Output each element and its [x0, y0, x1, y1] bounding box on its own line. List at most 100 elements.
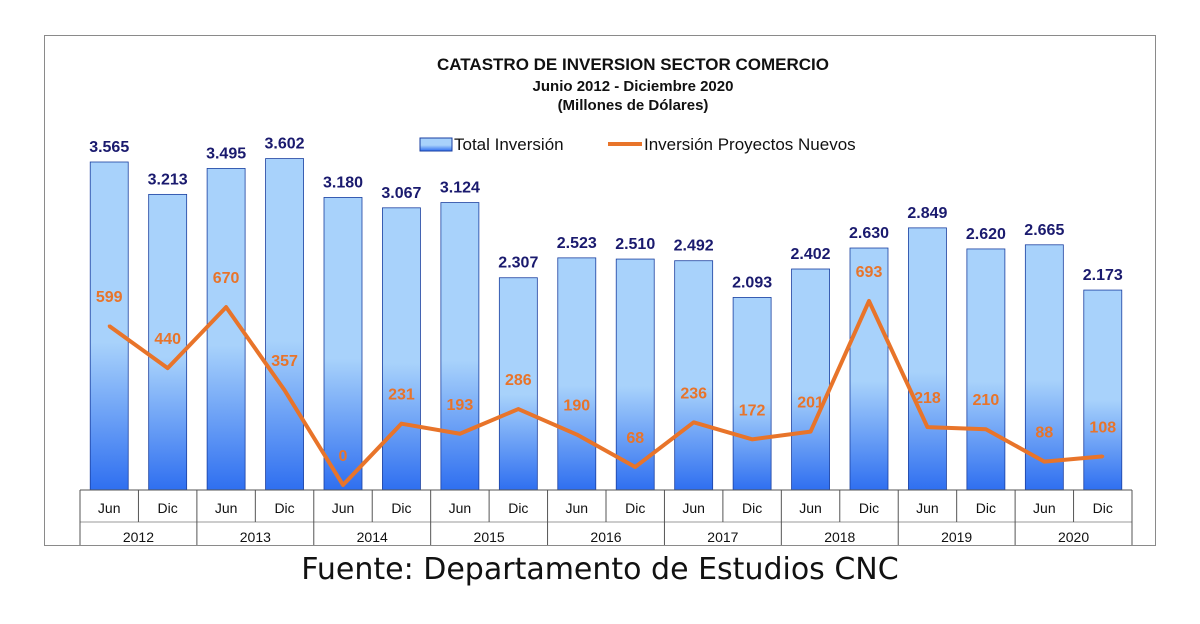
- bar-label-8: 2.523: [557, 235, 597, 252]
- bar-label-17: 2.173: [1083, 267, 1123, 284]
- x-tick-label-4: Jun: [332, 500, 355, 516]
- bar-total-14: [908, 227, 947, 491]
- x-tick-label-14: Jun: [916, 500, 939, 516]
- bar-total-7: [498, 277, 538, 491]
- line-label-14: 218: [914, 390, 941, 407]
- x-year-label-2: 2014: [357, 529, 388, 545]
- bar-label-3: 3.602: [265, 136, 305, 153]
- bar-label-10: 2.492: [674, 238, 714, 255]
- x-year-label-5: 2017: [707, 529, 738, 545]
- bar-label-11: 2.093: [732, 274, 772, 291]
- bar-total-5: [382, 207, 421, 491]
- x-tick-label-11: Dic: [742, 500, 762, 516]
- line-label-0: 599: [96, 289, 123, 306]
- legend: Total Inversión Inversión Proyectos Nuev…: [419, 135, 856, 154]
- bar-label-5: 3.067: [381, 185, 421, 202]
- bar-label-2: 3.495: [206, 145, 246, 162]
- line-label-3: 357: [271, 353, 298, 370]
- bar-total-13: [849, 247, 889, 491]
- bar-label-13: 2.630: [849, 225, 889, 242]
- line-point-3: [283, 388, 287, 392]
- x-tick-label-12: Jun: [799, 500, 822, 516]
- line-label-15: 210: [973, 392, 1000, 409]
- bar-label-4: 3.180: [323, 174, 363, 191]
- x-tick-label-9: Dic: [625, 500, 645, 516]
- line-label-5: 231: [388, 387, 415, 404]
- bar-total-16: [1024, 244, 1064, 491]
- line-label-1: 440: [154, 331, 181, 348]
- bar-total-8: [557, 257, 597, 491]
- line-label-7: 286: [505, 372, 532, 389]
- line-point-7: [516, 407, 520, 411]
- bar-label-7: 2.307: [498, 255, 538, 272]
- x-tick-label-1: Dic: [158, 500, 178, 516]
- chart-title: CATASTRO DE INVERSION SECTOR COMERCIO: [437, 55, 829, 74]
- x-tick-label-17: Dic: [1093, 500, 1113, 516]
- bar-total-11: [732, 297, 772, 491]
- line-label-13: 693: [856, 264, 883, 281]
- line-label-10: 236: [680, 385, 707, 402]
- legend-total-inversion: Total Inversión: [454, 135, 564, 154]
- bar-total-17: [1083, 289, 1123, 491]
- bar-total-6: [440, 202, 480, 491]
- x-tick-label-13: Dic: [859, 500, 879, 516]
- line-label-16: 88: [1035, 425, 1053, 442]
- x-tick-label-10: Jun: [682, 500, 705, 516]
- x-year-label-3: 2015: [474, 529, 505, 545]
- bar-label-1: 3.213: [148, 171, 188, 188]
- x-year-label-1: 2013: [240, 529, 271, 545]
- source-caption: Fuente: Departamento de Estudios CNC: [301, 552, 899, 587]
- bar-total-4: [323, 197, 363, 491]
- line-point-5: [399, 422, 403, 426]
- line-point-12: [809, 430, 813, 434]
- bar-total-12: [791, 268, 830, 491]
- line-point-1: [166, 366, 170, 370]
- bar-total-15: [966, 248, 1006, 491]
- line-point-13: [867, 299, 871, 303]
- bar-label-9: 2.510: [615, 236, 655, 253]
- x-year-label-8: 2020: [1058, 529, 1089, 545]
- x-tick-label-2: Jun: [215, 500, 238, 516]
- line-label-4: 0: [339, 448, 348, 465]
- line-point-15: [984, 427, 988, 431]
- bar-series: 3.565 3.213 3.495 3.602 3.180 3.067 3.124 2.307…: [89, 136, 1123, 491]
- line-label-9: 68: [626, 430, 644, 447]
- line-label-11: 172: [739, 402, 766, 419]
- bar-total-9: [615, 258, 655, 491]
- x-tick-label-6: Jun: [449, 500, 472, 516]
- chart-frame: CATASTRO DE INVERSION SECTOR COMERCIO Ju…: [44, 35, 1156, 546]
- line-series: 599 440 670 357 0 231 193 286 190 68 236 172 201 693 2…: [96, 264, 1116, 487]
- line-point-8: [575, 433, 579, 437]
- chart-subtitle: Junio 2012 - Diciembre 2020: [533, 78, 734, 95]
- line-point-9: [633, 465, 637, 469]
- x-tick-label-16: Jun: [1033, 500, 1056, 516]
- line-label-12: 201: [797, 395, 824, 412]
- x-year-label-0: 2012: [123, 529, 154, 545]
- x-tick-label-3: Dic: [274, 500, 294, 516]
- bar-total-1: [148, 193, 188, 491]
- legend-proyectos-nuevos: Inversión Proyectos Nuevos: [644, 135, 856, 154]
- x-tick-label-7: Dic: [508, 500, 528, 516]
- line-point-17: [1101, 454, 1105, 458]
- legend-bar-swatch: [419, 137, 453, 152]
- line-point-2: [224, 305, 228, 309]
- line-point-0: [107, 324, 111, 328]
- x-axis: Jun Dic Jun Dic Jun Dic Jun Dic Jun Dic Jun Dic Jun D…: [79, 489, 1133, 545]
- bar-label-6: 3.124: [440, 180, 480, 197]
- x-year-label-4: 2016: [590, 529, 621, 545]
- bar-total-3: [265, 158, 304, 491]
- line-point-10: [692, 420, 696, 424]
- bar-label-16: 2.665: [1024, 222, 1064, 239]
- line-label-8: 190: [563, 398, 590, 415]
- bar-label-0: 3.565: [89, 139, 129, 156]
- line-point-14: [925, 425, 929, 429]
- bar-label-15: 2.620: [966, 226, 1006, 243]
- line-point-11: [750, 437, 754, 441]
- chart-unit-label: (Millones de Dólares): [558, 97, 709, 114]
- line-point-6: [458, 432, 462, 436]
- line-label-2: 670: [213, 270, 240, 287]
- x-tick-label-8: Jun: [565, 500, 588, 516]
- chart-svg: CATASTRO DE INVERSION SECTOR COMERCIO Ju…: [79, 55, 1133, 545]
- line-point-4: [341, 483, 345, 487]
- line-point-16: [1042, 460, 1046, 464]
